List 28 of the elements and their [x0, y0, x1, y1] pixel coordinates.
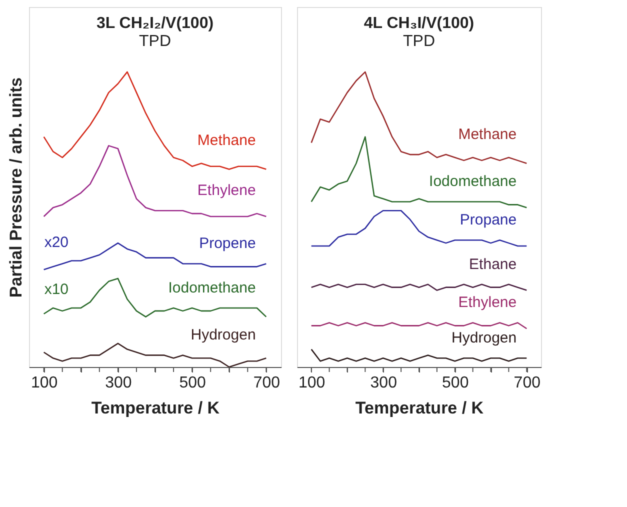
- annotation: x10: [44, 281, 69, 298]
- series-label: Ethane: [469, 256, 517, 273]
- series-label: Iodomethane: [429, 173, 517, 190]
- x-tick-label: 100: [30, 374, 58, 392]
- x-tick-label: 300: [370, 374, 398, 392]
- annotation: x20: [44, 234, 69, 251]
- chart-title: 3L CH₂I₂/V(100): [96, 15, 214, 32]
- x-tick-label: 300: [105, 374, 132, 392]
- chart-title: 4L CH₃I/V(100): [364, 15, 474, 32]
- series-label: Hydrogen: [190, 326, 256, 344]
- series-label: Propane: [460, 212, 517, 229]
- series-label: Iodomethane: [168, 279, 256, 296]
- y-axis-title: Partial Pressure / arb. units: [6, 77, 26, 298]
- x-tick-label: 500: [179, 374, 206, 392]
- x-tick-label: 100: [298, 374, 326, 392]
- series-label: Methane: [197, 132, 256, 149]
- x-axis-title: Temperature / K: [355, 398, 484, 418]
- x-tick-label: 500: [442, 374, 469, 392]
- series-label: Ethylene: [458, 294, 517, 312]
- series-label: Propene: [199, 235, 256, 252]
- x-tick-label: 700: [253, 374, 280, 392]
- x-tick-label: 700: [514, 374, 541, 392]
- x-axis-title: Temperature / K: [91, 398, 220, 418]
- chart-subtitle: TPD: [403, 33, 435, 50]
- series-label: Hydrogen: [452, 330, 517, 347]
- series-label: Ethylene: [197, 182, 256, 200]
- chart-subtitle: TPD: [139, 33, 171, 50]
- series-label: Methane: [458, 126, 517, 143]
